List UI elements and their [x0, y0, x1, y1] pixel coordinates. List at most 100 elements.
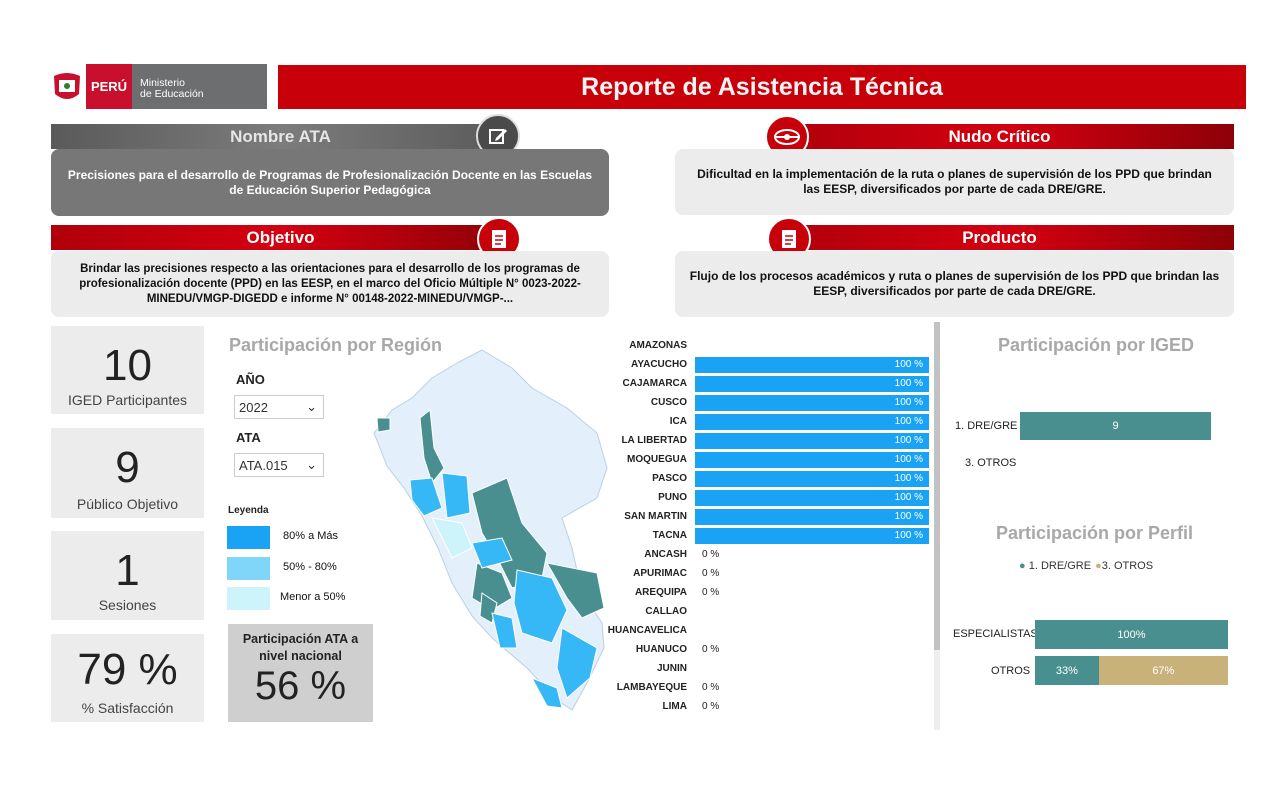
region-bar[interactable]: 100 % — [695, 471, 929, 487]
region-label: SAN MARTIN — [624, 511, 687, 522]
region-bar[interactable]: 100 % — [695, 357, 929, 373]
region-label: PASCO — [652, 473, 687, 484]
region-bar[interactable]: 100 % — [695, 376, 929, 392]
iged-bar-value: 9 — [1112, 420, 1119, 432]
legend-dot-icon: ● — [1095, 560, 1102, 572]
national-label: Participación ATA a nivel nacional — [242, 632, 359, 663]
kpi-label: % Satisfacción — [81, 700, 174, 716]
legend-label-high: 80% a Más — [283, 530, 339, 542]
kpi-iged-participantes: 10 IGED Participantes — [51, 326, 204, 414]
perfil-legend-label: 1. DRE/GRE — [1028, 560, 1092, 572]
region-bar[interactable]: 100 % — [695, 395, 929, 411]
legend-swatch-low — [227, 587, 270, 610]
region-label: CAJAMARCA — [622, 378, 687, 389]
region-label: LIMA — [662, 701, 687, 712]
iged-bar-dre[interactable]: 9 — [1020, 412, 1211, 440]
region-label: HUANCAVELICA — [607, 625, 687, 636]
region-bar[interactable]: 100 % — [695, 490, 929, 506]
perfil-legend-item: ●3. OTROS — [1095, 560, 1153, 572]
ata-label: ATA — [236, 430, 261, 445]
map-region-blue — [530, 677, 563, 709]
scrollbar-thumb[interactable] — [934, 322, 940, 650]
chevron-down-icon: ⌄ — [306, 457, 317, 472]
region-value: 0 % — [702, 682, 720, 693]
perfil-bar-dre[interactable]: 33% — [1035, 656, 1099, 685]
map-region-blue — [409, 477, 443, 517]
region-bar[interactable]: 100 % — [695, 528, 929, 544]
perfil-section-title: Participación por Perfil — [996, 523, 1194, 543]
region-value: 0 % — [702, 701, 720, 712]
peru-region-map[interactable] — [372, 348, 622, 713]
region-label: LA LIBERTAD — [621, 435, 687, 446]
coat-of-arms-icon — [48, 64, 86, 109]
national-participation-card: Participación ATA a nivel nacional 56 % — [228, 624, 373, 722]
region-label: TACNA — [652, 530, 687, 541]
region-label: LAMBAYEQUE — [616, 682, 687, 693]
year-label: AÑO — [236, 372, 265, 387]
region-bar[interactable]: 100 % — [695, 452, 929, 468]
region-label: CUSCO — [650, 397, 687, 408]
ata-value: ATA.015 — [239, 457, 288, 473]
kpi-value: 1 — [115, 546, 140, 595]
nudo-critico-header: Nudo Crítico — [785, 124, 1234, 149]
map-region-blue — [491, 612, 518, 649]
map-region-blue — [441, 472, 471, 519]
kpi-label: Sesiones — [98, 597, 157, 613]
producto-title: Producto — [962, 227, 1037, 247]
iged-section-title: Participación por IGED — [998, 335, 1195, 355]
region-value: 0 % — [702, 644, 720, 655]
map-region-blue — [556, 627, 598, 699]
legend-swatch-mid — [227, 557, 270, 580]
kpi-publico-objetivo: 9 Público Objetivo — [51, 428, 204, 518]
region-label: APURIMAC — [633, 568, 687, 579]
legend-dot-icon: ● — [1019, 560, 1026, 572]
objetivo-text: Brindar las precisiones respecto a las o… — [51, 251, 609, 317]
kpi-value: 10 — [103, 341, 152, 390]
region-label: AYACUCHO — [631, 359, 687, 370]
kpi-value: 79 % — [77, 645, 178, 694]
region-section-title: Participación por Región — [229, 335, 443, 355]
region-label: AMAZONAS — [629, 340, 687, 351]
region-value: 0 % — [702, 568, 720, 579]
perfil-row-label: OTROS — [991, 665, 1031, 677]
perfil-bar-otros[interactable]: 67% — [1098, 656, 1228, 685]
perfil-legend: ● 1. DRE/GRE ●3. OTROS — [1019, 560, 1153, 572]
ministry-name: Ministerio de Educación — [140, 78, 204, 100]
chevron-down-icon: ⌄ — [306, 399, 317, 414]
region-label: JUNIN — [656, 663, 687, 674]
perfil-row-label: ESPECIALISTAS — [953, 628, 1038, 640]
region-label: ICA — [669, 416, 687, 427]
iged-row-label: 3. OTROS — [965, 457, 1017, 469]
objetivo-header: Objetivo — [51, 225, 510, 250]
producto-text: Flujo de los procesos académicos y ruta … — [675, 251, 1234, 317]
ministry-line-2: de Educación — [140, 88, 204, 100]
kpi-label: IGED Participantes — [67, 392, 188, 408]
region-value: 0 % — [702, 587, 720, 598]
ata-select[interactable]: ATA.015 ⌄ — [234, 453, 324, 477]
map-region-teal — [546, 562, 605, 619]
nombre-ata-text: Precisiones para el desarrollo de Progra… — [51, 149, 609, 216]
region-label: AREQUIPA — [634, 587, 687, 598]
region-label: PUNO — [658, 492, 687, 503]
legend-label-low: Menor a 50% — [280, 591, 346, 603]
nudo-critico-text: Dificultad en la implementación de la ru… — [675, 149, 1234, 215]
region-label: HUANUCO — [635, 644, 687, 655]
iged-row-label: 1. DRE/GRE — [955, 420, 1018, 432]
kpi-value: 9 — [115, 443, 140, 492]
region-bar[interactable]: 100 % — [695, 414, 929, 430]
map-region-teal — [419, 409, 445, 485]
producto-header: Producto — [785, 225, 1234, 250]
year-select[interactable]: 2022 ⌄ — [234, 395, 324, 419]
perfil-bar-dre[interactable]: 100% — [1035, 620, 1228, 649]
region-value: 0 % — [702, 549, 720, 560]
kpi-label: Público Objetivo — [76, 496, 179, 512]
region-bar[interactable]: 100 % — [695, 433, 929, 449]
map-region-blue — [471, 537, 513, 569]
region-label: ANCASH — [644, 549, 687, 560]
region-bar[interactable]: 100 % — [695, 509, 929, 525]
nombre-ata-header: Nombre ATA — [51, 124, 510, 149]
year-value: 2022 — [239, 399, 268, 415]
report-title: Reporte de Asistencia Técnica — [278, 65, 1246, 109]
region-label: CALLAO — [645, 606, 687, 617]
map-region-blue — [513, 569, 568, 644]
